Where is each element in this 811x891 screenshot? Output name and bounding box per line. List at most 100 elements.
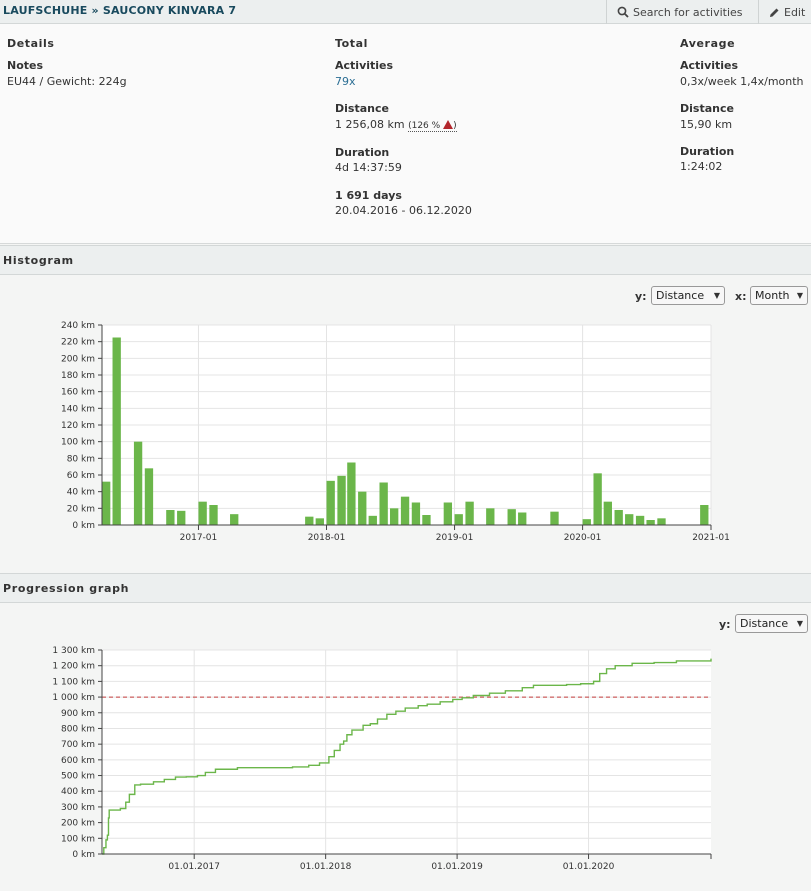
- y-tick-label: 1 300 km: [52, 646, 95, 656]
- bar: [465, 501, 474, 525]
- total-distance-value: 1 256,08 km: [335, 118, 405, 131]
- total-heading: Total: [335, 37, 369, 50]
- y-tick-label: 120 km: [61, 421, 95, 431]
- y-tick-label: 800 km: [61, 724, 95, 734]
- y-tick-label: 100 km: [61, 834, 95, 844]
- bar: [368, 515, 377, 525]
- bar: [166, 510, 175, 525]
- bar: [454, 514, 463, 525]
- average-heading: Average: [680, 37, 736, 50]
- bar: [198, 501, 207, 525]
- x-tick-label: 01.01.2020: [563, 862, 615, 872]
- search-icon: [617, 6, 629, 18]
- x-tick-label: 01.01.2019: [431, 862, 483, 872]
- bar: [593, 473, 602, 525]
- total-distance-label: Distance: [335, 102, 389, 115]
- y-tick-label: 1 100 km: [52, 677, 95, 687]
- y-tick-label: 80 km: [67, 454, 95, 464]
- histogram-x-label: x:: [735, 290, 747, 303]
- progression-y-select[interactable]: Distance ▼: [735, 614, 808, 633]
- bar: [133, 441, 143, 525]
- y-tick-label: 0 km: [72, 521, 95, 531]
- progression-y-value: Distance: [740, 617, 789, 630]
- pencil-icon: [770, 8, 779, 17]
- bar: [582, 519, 591, 525]
- y-tick-label: 180 km: [61, 371, 95, 381]
- y-tick-label: 400 km: [61, 787, 95, 797]
- total-duration-label: Duration: [335, 146, 390, 159]
- bar: [326, 480, 335, 525]
- search-activities-label: Search for activities: [633, 5, 743, 19]
- bar: [646, 520, 655, 525]
- histogram-header: Histogram: [0, 245, 811, 275]
- total-activities-link[interactable]: 79x: [335, 75, 356, 88]
- bar: [379, 482, 388, 525]
- edit-button[interactable]: Edit: [758, 0, 811, 24]
- bar: [614, 510, 623, 525]
- bar: [518, 512, 527, 525]
- y-tick-label: 500 km: [61, 772, 95, 782]
- x-tick-label: 2019-01: [436, 533, 474, 543]
- average-activities-label: Activities: [680, 59, 739, 72]
- average-activities-value: 0,3x/week 1,4x/month: [680, 75, 804, 88]
- bar: [102, 481, 111, 525]
- x-tick-label: 2020-01: [564, 533, 602, 543]
- bar: [400, 496, 410, 525]
- total-distance-row: 1 256,08 km (126 % ): [335, 118, 457, 132]
- x-tick-label: 2021-01: [692, 533, 730, 543]
- bar: [422, 515, 431, 525]
- x-tick-label: 2017-01: [180, 533, 218, 543]
- y-tick-label: 0 km: [72, 850, 95, 860]
- histogram-y-label: y:: [635, 290, 647, 303]
- bar: [507, 509, 516, 525]
- bar: [315, 518, 324, 525]
- chevron-down-icon: ▼: [796, 291, 803, 300]
- histogram-chart: 0 km 20 km 40 km 60 km 80 km 100 km 120 km 140 …: [61, 321, 730, 543]
- top-bar: LAUFSCHUHE » SAUCONY KINVARA 7 Search fo…: [0, 0, 811, 24]
- histogram-y-value: Distance: [656, 289, 705, 302]
- bar: [700, 505, 709, 525]
- y-tick-label: 200 km: [61, 819, 95, 829]
- y-tick-label: 240 km: [61, 321, 95, 331]
- bar: [390, 508, 399, 525]
- progression-line: [102, 658, 712, 855]
- total-date-range: 20.04.2016 - 06.12.2020: [335, 204, 472, 217]
- chevron-down-icon: ▼: [796, 619, 803, 628]
- progression-chart: 0 km 100 km 200 km 300 km 400 km 500 km 600 km…: [52, 646, 712, 872]
- notes-label: Notes: [7, 59, 44, 72]
- y-tick-label: 100 km: [61, 438, 95, 448]
- y-tick-label: 20 km: [67, 504, 95, 514]
- histogram-y-select[interactable]: Distance ▼: [651, 286, 725, 305]
- x-tick-label: 01.01.2017: [168, 862, 220, 872]
- bar: [347, 462, 356, 525]
- distance-percent-badge[interactable]: (126 % ): [408, 120, 457, 132]
- average-duration-value: 1:24:02: [680, 160, 723, 173]
- y-tick-label: 600 km: [61, 756, 95, 766]
- histogram-x-select[interactable]: Month ▼: [750, 286, 808, 305]
- y-tick-label: 140 km: [61, 404, 95, 414]
- y-tick-label: 300 km: [61, 803, 95, 813]
- bar: [305, 516, 314, 525]
- distance-percent: (126 %: [408, 121, 441, 131]
- bar: [625, 514, 634, 525]
- details-panel: Details Notes EU44 / Gewicht: 224g Total…: [0, 24, 811, 244]
- breadcrumb[interactable]: LAUFSCHUHE » SAUCONY KINVARA 7: [3, 4, 237, 17]
- y-tick-label: 60 km: [67, 471, 95, 481]
- bar: [177, 510, 186, 525]
- chevron-down-icon: ▼: [713, 291, 720, 300]
- total-activities-label: Activities: [335, 59, 394, 72]
- y-tick-label: 160 km: [61, 388, 95, 398]
- average-distance-value: 15,90 km: [680, 118, 733, 131]
- progression-y-label: y:: [719, 618, 731, 631]
- plot-area: [102, 650, 711, 854]
- search-activities-button[interactable]: Search for activities: [606, 0, 757, 24]
- total-days-label: 1 691 days: [335, 189, 402, 202]
- progression-header: Progression graph: [0, 573, 811, 603]
- histogram-x-value: Month: [755, 289, 790, 302]
- bar: [657, 518, 666, 525]
- details-heading: Details: [7, 37, 55, 50]
- bar: [337, 475, 346, 525]
- bar: [603, 501, 612, 525]
- bar: [358, 491, 367, 525]
- average-duration-label: Duration: [680, 145, 735, 158]
